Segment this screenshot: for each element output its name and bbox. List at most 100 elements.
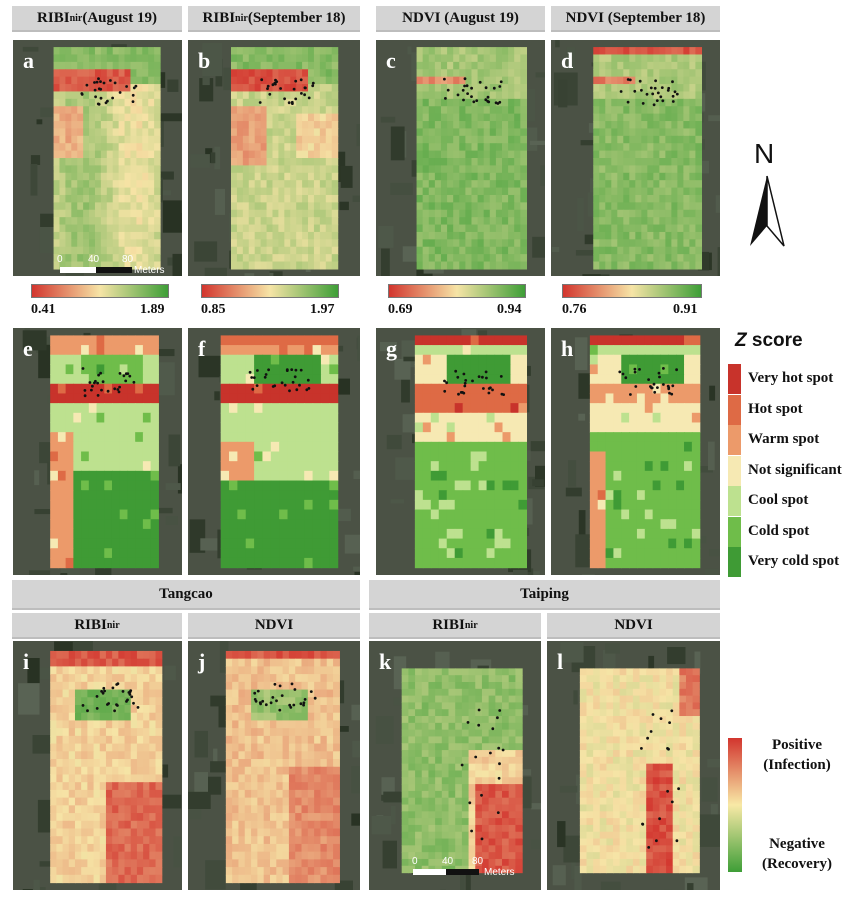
colorbar-c [388,284,526,298]
header-main: RIBI [202,9,236,26]
positive-sub: (Infection) [763,757,831,773]
site-label: Tangcao [159,585,213,602]
north-label: N [754,138,775,169]
panel-label: a [23,48,34,73]
header-tangcao-ndvi: NDVI [188,613,360,639]
colorbar-d [562,284,702,298]
legend-swatch [728,547,741,577]
map-panel-j: j [188,641,360,890]
map-panel-d: d [551,40,720,276]
map-raster [13,40,182,276]
header-sub: nir [106,619,120,631]
header-main: RIBI [74,616,107,633]
panel-label: c [386,48,396,73]
negative-label: Negative [769,836,825,852]
legend-label: Warm spot [748,431,820,447]
panel-label: k [379,649,392,674]
change-negative: Negative (Recovery) [752,834,842,874]
legend-label: Not significant [748,461,842,478]
scale-bar [60,267,132,273]
zscore-legend-item [728,455,741,486]
zscore-legend-item [728,547,741,577]
panel-label: b [198,48,211,73]
legend-label: Very hot spot [748,370,834,386]
legend-swatch [728,425,741,455]
scale-tick-0: 0 [57,254,63,265]
site-label: Taiping [520,585,569,602]
legend-swatch [728,394,741,425]
map-raster [188,328,360,575]
header-taiping-ndvi: NDVI [547,613,720,639]
map-raster [13,328,182,575]
colorbar-max: 1.97 [310,302,335,317]
map-panel-f: f [188,328,360,575]
scale-bar [413,869,479,875]
header-ribi-sep: RIBI nir (September 18) [188,6,360,32]
scale-unit: Meters [484,867,515,878]
header-main: RIBI [432,616,465,633]
header-rest: (August 19) [82,9,157,26]
colorbar-b [201,284,339,298]
scale-unit: Meters [134,265,165,276]
scale-tick-40: 40 [88,254,100,265]
map-raster [369,641,541,890]
map-panel-b: b [188,40,360,276]
map-panel-i: i [13,641,182,890]
zscore-legend-item [728,486,741,516]
map-panel-c: c [376,40,545,276]
panel-label: g [386,336,397,361]
map-raster [547,641,720,890]
colorbar-max: 0.94 [497,302,522,317]
colorbar-a [31,284,169,298]
negative-sub: (Recovery) [762,856,832,872]
map-panel-k: k [369,641,541,890]
header-ribi-aug: RIBI nir (August 19) [12,6,182,32]
panel-label: j [198,649,206,674]
map-raster [188,641,360,890]
header-taiping-ribi: RIBI nir [369,613,541,639]
map-raster [376,328,545,575]
map-panel-h: h [551,328,720,575]
header-main: NDVI (September 18) [565,9,706,26]
zscore-legend-item [728,425,741,455]
header-sub: nir [69,12,83,24]
colorbar-max: 1.89 [140,302,165,317]
legend-label: Cool spot [748,492,809,508]
header-rest: (September 18) [247,9,346,26]
map-raster [13,641,182,890]
zscore-legend-item [728,516,741,547]
map-panel-a: a [13,40,182,276]
header-main: NDVI [254,616,294,633]
colorbar-min: 0.85 [201,302,226,317]
header-tangcao-ribi: RIBI nir [12,613,182,639]
north-arrow-icon: N [742,138,792,253]
scale-tick-80: 80 [122,254,134,265]
scale-tick-80: 80 [472,856,484,867]
zscore-legend-title: Z score [735,330,803,352]
panel-label: h [561,336,574,361]
header-ndvi-sep: NDVI (September 18) [551,6,720,32]
legend-swatch [728,364,741,394]
map-panel-l: l [547,641,720,890]
colorbar-min: 0.76 [562,302,587,317]
panel-label: d [561,48,574,73]
map-raster [551,328,720,575]
header-sub: nir [235,12,248,24]
legend-swatch [728,486,741,516]
legend-label: Very cold spot [748,553,840,569]
header-ndvi-aug: NDVI (August 19) [376,6,545,32]
map-panel-g: g [376,328,545,575]
panel-label: e [23,336,33,361]
map-panel-e: e [13,328,182,575]
header-main: NDVI [614,616,653,633]
legend-swatch [728,455,741,486]
legend-label: Hot spot [748,400,803,417]
legend-swatch [728,516,741,547]
map-raster [376,40,545,276]
colorbar-min: 0.69 [388,302,413,317]
colorbar-max: 0.91 [673,302,698,317]
site-header-taiping: Taiping [369,580,720,610]
header-main: RIBI [37,9,70,26]
zscore-title-italic: Z [735,330,747,351]
zscore-title-rest: score [746,330,803,351]
